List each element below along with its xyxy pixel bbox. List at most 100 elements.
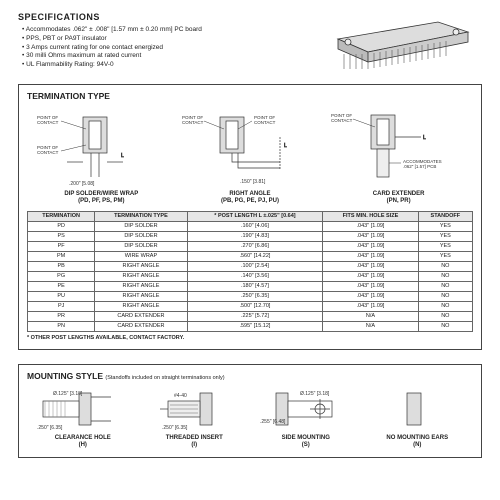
table-cell: PD	[28, 221, 95, 231]
svg-text:CONTACT: CONTACT	[37, 150, 59, 155]
table-cell: .043" [1.09]	[323, 291, 418, 301]
table-row: PNCARD EXTENDER.595" [15.12]N/ANO	[28, 321, 473, 331]
table-cell: PR	[28, 311, 95, 321]
table-cell: DIP SOLDER	[95, 241, 187, 251]
svg-text:.150" [3.81]: .150" [3.81]	[240, 179, 266, 185]
svg-text:CONTACT: CONTACT	[37, 120, 59, 125]
mount-clearance: Ø.125" [3.18] .250" [6.35] CLEARANCE HOL…	[33, 387, 133, 449]
table-cell: YES	[418, 221, 472, 231]
mounting-diagrams: Ø.125" [3.18] .250" [6.35] CLEARANCE HOL…	[27, 387, 473, 449]
table-cell: .043" [1.09]	[323, 241, 418, 251]
table-cell: .250" [6.35]	[187, 291, 323, 301]
table-row: PRCARD EXTENDER.225" [5.72]N/ANO	[28, 311, 473, 321]
diagram-label: DIP SOLDER/WIRE WRAP	[64, 191, 138, 197]
svg-text:.062" [1.57] PCB: .062" [1.57] PCB	[403, 164, 436, 169]
table-cell: NO	[418, 291, 472, 301]
table-cell: YES	[418, 241, 472, 251]
diagram-label: RIGHT ANGLE	[229, 191, 270, 197]
table-row: PSDIP SOLDER.190" [4.83].043" [1.09]YES	[28, 231, 473, 241]
mounting-section: MOUNTING STYLE (Standoffs included on st…	[18, 364, 482, 458]
svg-text:.255" [6.48]: .255" [6.48]	[260, 419, 286, 425]
table-cell: RIGHT ANGLE	[95, 271, 187, 281]
table-cell: PE	[28, 281, 95, 291]
table-cell: .043" [1.09]	[323, 301, 418, 311]
table-cell: RIGHT ANGLE	[95, 261, 187, 271]
diagram-sub: (PD, PF, PS, PM)	[78, 198, 124, 204]
table-cell: DIP SOLDER	[95, 231, 187, 241]
table-cell: .043" [1.09]	[323, 261, 418, 271]
termination-title: TERMINATION TYPE	[27, 91, 473, 101]
termination-footnote: * OTHER POST LENGTHS AVAILABLE, CONTACT …	[27, 335, 473, 341]
table-cell: CARD EXTENDER	[95, 311, 187, 321]
diagram-dip-solder: L POINT OF CONTACT POINT OF CONTACT .200…	[31, 107, 171, 205]
table-cell: .043" [1.09]	[323, 221, 418, 231]
table-cell: CARD EXTENDER	[95, 321, 187, 331]
table-row: PERIGHT ANGLE.180" [4.57].043" [1.09]NO	[28, 281, 473, 291]
svg-text:.250" [6.35]: .250" [6.35]	[162, 425, 188, 431]
table-cell: .190" [4.83]	[187, 231, 323, 241]
table-cell: .140" [3.56]	[187, 271, 323, 281]
table-cell: .225" [5.72]	[187, 311, 323, 321]
table-cell: RIGHT ANGLE	[95, 291, 187, 301]
table-cell: .595" [15.12]	[187, 321, 323, 331]
termination-section: TERMINATION TYPE L POINT OF CONTACT POIN…	[18, 84, 482, 350]
table-cell: WIRE WRAP	[95, 251, 187, 261]
table-cell: RIGHT ANGLE	[95, 301, 187, 311]
table-cell: PB	[28, 261, 95, 271]
th: TERMINATION	[28, 211, 95, 221]
svg-text:#4-40: #4-40	[174, 393, 187, 399]
table-row: PMWIRE WRAP.560" [14.22].043" [1.09]YES	[28, 251, 473, 261]
table-cell: .560" [14.22]	[187, 251, 323, 261]
table-cell: .043" [1.09]	[323, 231, 418, 241]
table-cell: N/A	[323, 311, 418, 321]
th: STANDOFF	[418, 211, 472, 221]
table-cell: NO	[418, 271, 472, 281]
diagram-right-angle: L POINT OF CONTACT POINT OF CONTACT .150…	[180, 107, 320, 205]
diagram-card-extender: L POINT OF CONTACT ACCOMMODATES .062" [1…	[329, 107, 469, 205]
table-cell: N/A	[323, 321, 418, 331]
table-row: PFDIP SOLDER.270" [6.86].043" [1.09]YES	[28, 241, 473, 251]
table-cell: DIP SOLDER	[95, 221, 187, 231]
table-row: PURIGHT ANGLE.250" [6.35].043" [1.09]NO	[28, 291, 473, 301]
table-cell: .270" [6.86]	[187, 241, 323, 251]
diagram-sub: (PB, PG, PE, PJ, PU)	[221, 198, 279, 204]
th: TERMINATION TYPE	[95, 211, 187, 221]
diagram-sub: (PN, PR)	[387, 198, 411, 204]
diagram-label: CARD EXTENDER	[373, 191, 425, 197]
th: FITS MIN. HOLE SIZE	[323, 211, 418, 221]
table-cell: PM	[28, 251, 95, 261]
table-cell: .500" [12.70]	[187, 301, 323, 311]
table-cell: PG	[28, 271, 95, 281]
mount-side: Ø.125" [3.18] .255" [6.48] SIDE MOUNTING…	[256, 387, 356, 449]
table-row: PBRIGHT ANGLE.100" [2.54].043" [1.09]NO	[28, 261, 473, 271]
table-cell: PF	[28, 241, 95, 251]
termination-diagrams: L POINT OF CONTACT POINT OF CONTACT .200…	[27, 107, 473, 205]
svg-text:.250" [6.35]: .250" [6.35]	[37, 425, 63, 431]
svg-text:L: L	[423, 135, 426, 141]
mount-threaded: #4-40 .250" [6.35] THREADED INSERT (I)	[144, 387, 244, 449]
svg-text:Ø.125" [3.18]: Ø.125" [3.18]	[53, 391, 83, 397]
th: * POST LENGTH L ±.025" [0.64]	[187, 211, 323, 221]
table-cell: .043" [1.09]	[323, 251, 418, 261]
table-cell: RIGHT ANGLE	[95, 281, 187, 291]
table-row: PJRIGHT ANGLE.500" [12.70].043" [1.09]NO	[28, 301, 473, 311]
table-cell: .160" [4.06]	[187, 221, 323, 231]
table-cell: YES	[418, 251, 472, 261]
table-cell: PN	[28, 321, 95, 331]
table-cell: .100" [2.54]	[187, 261, 323, 271]
table-cell: NO	[418, 281, 472, 291]
table-cell: .043" [1.09]	[323, 281, 418, 291]
svg-text:L: L	[121, 153, 124, 159]
table-row: PDDIP SOLDER.160" [4.06].043" [1.09]YES	[28, 221, 473, 231]
table-cell: YES	[418, 231, 472, 241]
mount-none: NO MOUNTING EARS (N)	[367, 387, 467, 449]
table-cell: NO	[418, 261, 472, 271]
table-cell: PJ	[28, 301, 95, 311]
svg-text:L: L	[284, 143, 287, 149]
svg-text:.200" [5.08]: .200" [5.08]	[69, 181, 95, 187]
svg-text:Ø.125" [3.18]: Ø.125" [3.18]	[300, 391, 330, 397]
svg-text:CONTACT: CONTACT	[182, 120, 204, 125]
table-cell: .180" [4.57]	[187, 281, 323, 291]
table-cell: .043" [1.09]	[323, 271, 418, 281]
svg-text:CONTACT: CONTACT	[331, 118, 353, 123]
